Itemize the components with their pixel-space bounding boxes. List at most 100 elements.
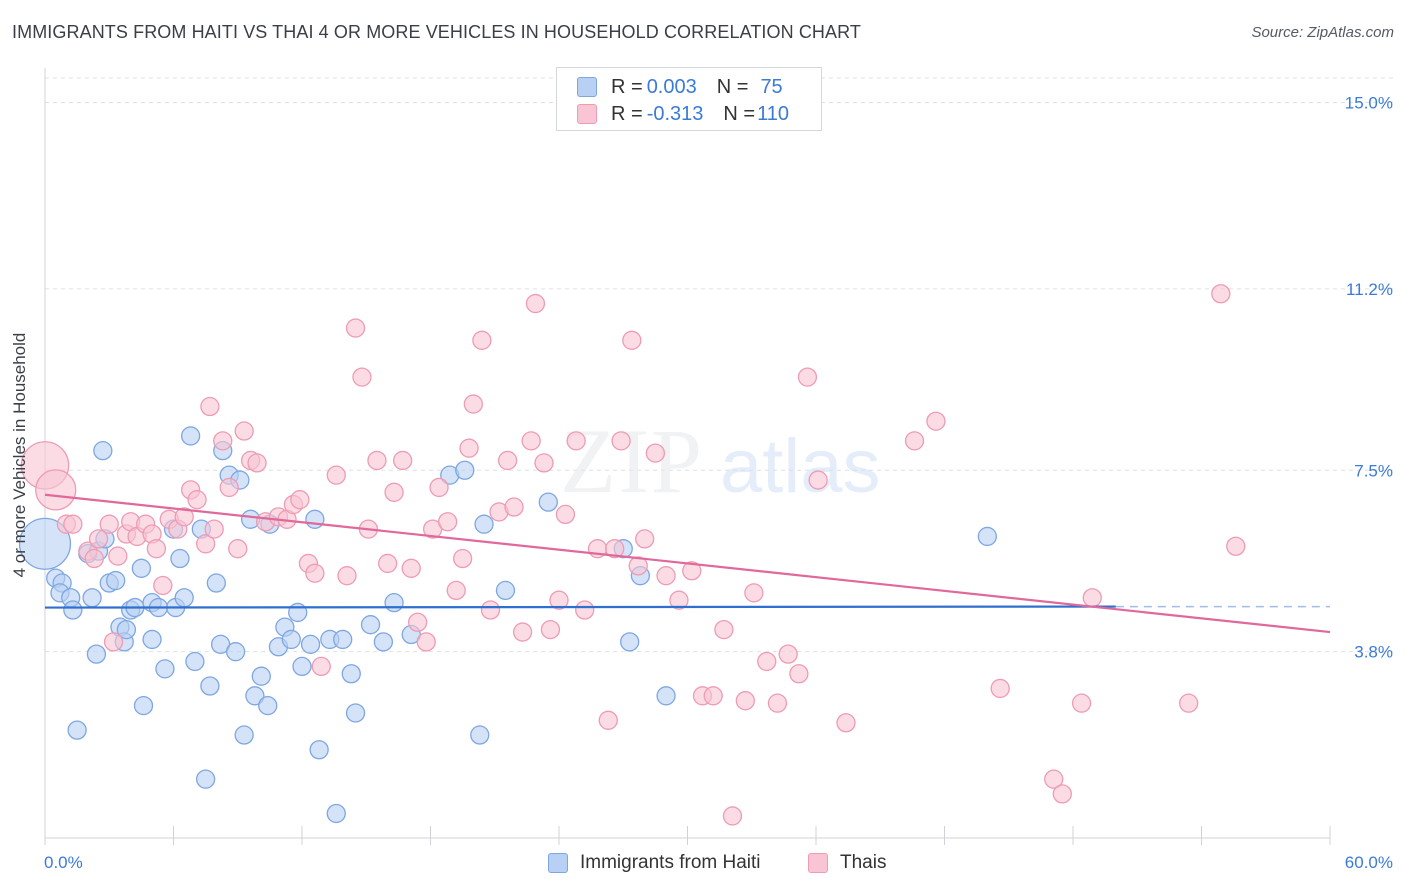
legend-r-value-haiti: 0.003	[646, 75, 697, 98]
correlation-legend: R = 0.003 N = 75 R = -0.313 N = 110	[556, 67, 822, 131]
thais-point	[35, 469, 77, 511]
haiti-point	[251, 666, 271, 686]
haiti-point	[170, 548, 190, 569]
bottom-legend-label-haiti: Immigrants from Haiti	[580, 852, 761, 873]
haiti-point	[345, 703, 366, 723]
thais-point	[757, 651, 777, 672]
thais-point	[63, 514, 83, 534]
haiti-point	[474, 514, 494, 534]
haiti-point	[470, 725, 490, 745]
thais-point	[611, 431, 631, 451]
haiti-point	[455, 460, 475, 480]
thais-point	[228, 539, 248, 559]
thais-point	[808, 470, 828, 490]
thais-point	[378, 553, 398, 574]
thais-point	[1052, 784, 1072, 804]
legend-n-key: N =	[716, 75, 749, 98]
thais-point	[480, 600, 501, 620]
thais-point	[778, 644, 798, 664]
thais-point	[429, 477, 449, 498]
thais-point	[504, 497, 524, 517]
haiti-point	[384, 592, 404, 613]
thais-point	[1211, 284, 1231, 304]
bottom-legend-thais: Thais	[808, 852, 886, 874]
haiti-point	[155, 659, 175, 679]
haiti-point	[174, 588, 194, 608]
thais-trend-line	[44, 493, 1331, 634]
thais-point	[512, 622, 533, 642]
haiti-point	[495, 580, 516, 601]
series-haiti-points	[18, 426, 997, 824]
thais-point	[1044, 769, 1064, 789]
thais-point	[213, 431, 233, 451]
thais-point	[497, 450, 518, 471]
haiti-point	[281, 629, 301, 650]
haiti-point	[63, 600, 83, 620]
thais-point	[247, 453, 267, 473]
thais-point	[174, 507, 194, 527]
thais-point	[797, 367, 818, 387]
thais-point	[525, 293, 546, 314]
thais-point	[337, 566, 357, 586]
legend-n-value-thais: 110	[757, 102, 789, 125]
y-axis-label: 4 or more Vehicles in Household	[10, 332, 29, 578]
haiti-point	[258, 695, 278, 716]
thais-point	[605, 539, 625, 559]
thais-point	[459, 438, 479, 458]
source-label: Source: ZipAtlas.com	[1251, 24, 1394, 41]
thais-point	[311, 656, 331, 677]
thais-point	[204, 519, 224, 539]
thais-point	[714, 619, 734, 640]
chart-title: IMMIGRANTS FROM HAITI VS THAI 4 OR MORE …	[12, 22, 862, 42]
y-tick-label: 7.5%	[1354, 461, 1393, 480]
thais-point	[1082, 588, 1102, 608]
legend-r-key: R =	[611, 75, 643, 98]
thais-point	[628, 556, 648, 576]
watermark-atlas: atlas	[720, 424, 881, 509]
x-tick-label: 60.0%	[1345, 853, 1393, 872]
thais-point	[187, 490, 207, 510]
haiti-point	[373, 632, 394, 652]
legend-swatch-thais	[577, 104, 597, 124]
thais-point	[88, 529, 109, 549]
thais-point	[789, 664, 809, 684]
thais-point	[622, 330, 642, 350]
grid-lines	[45, 77, 1395, 653]
haiti-point	[245, 686, 265, 706]
thais-point	[401, 558, 421, 578]
haiti-point	[326, 803, 346, 824]
thais-point	[555, 504, 576, 525]
haiti-point	[360, 615, 381, 635]
haiti-point	[131, 558, 152, 578]
legend-n-key: N =	[723, 102, 756, 125]
haiti-point	[18, 517, 72, 570]
thais-point	[437, 512, 458, 532]
thais-point	[407, 612, 428, 632]
series-thais-points	[20, 284, 1246, 826]
haiti-point	[180, 426, 201, 446]
haiti-point	[333, 629, 353, 650]
legend-r-value-thais: -0.313	[646, 102, 704, 125]
thais-point	[926, 411, 946, 431]
haiti-point	[116, 619, 137, 640]
axes	[44, 68, 1331, 845]
thais-point	[682, 561, 702, 581]
thais-point	[1071, 693, 1092, 713]
thais-point	[767, 693, 788, 713]
thais-point	[200, 396, 220, 417]
thais-point	[735, 691, 755, 711]
haiti-point	[82, 588, 102, 608]
thais-point	[367, 450, 387, 471]
thais-point	[1179, 693, 1199, 713]
thais-point	[393, 450, 413, 471]
haiti-trend-line	[44, 605, 1116, 609]
thais-point	[446, 580, 466, 601]
thais-point	[575, 600, 595, 620]
haiti-point	[206, 573, 226, 593]
haiti-point	[292, 656, 312, 677]
haiti-point	[234, 725, 254, 745]
thais-point	[635, 529, 655, 549]
legend-r-key: R =	[611, 102, 643, 125]
bottom-legend-swatch-haiti	[548, 853, 568, 873]
haiti-point	[67, 720, 87, 740]
